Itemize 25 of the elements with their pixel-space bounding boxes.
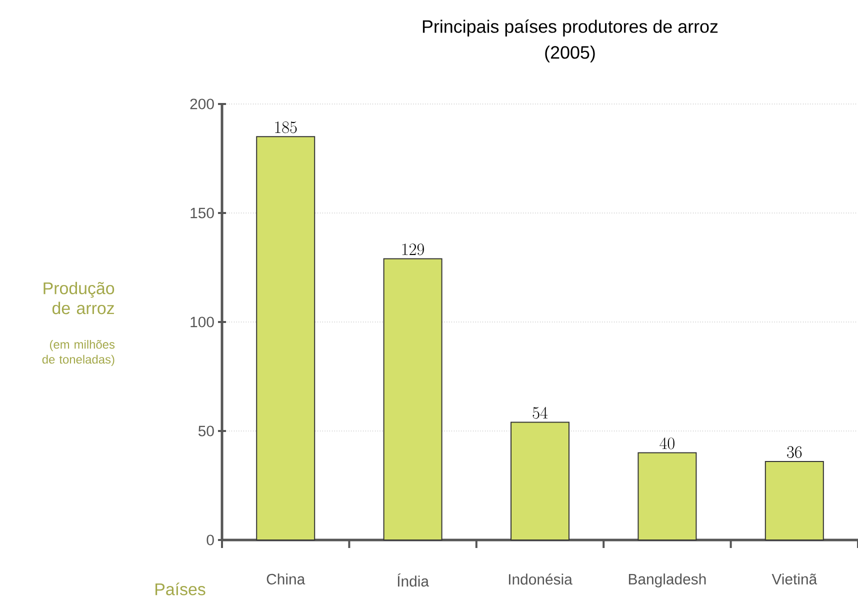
data-label: 129 bbox=[402, 244, 424, 256]
y-tick-label: 150 bbox=[190, 208, 214, 218]
bar bbox=[256, 136, 316, 540]
x-tick-label: Bangladesh bbox=[628, 574, 706, 588]
data-label: 185 bbox=[275, 121, 297, 134]
data-label: 36 bbox=[787, 446, 802, 458]
data-label: 54 bbox=[532, 406, 548, 419]
x-tick-label: Índia bbox=[398, 574, 430, 587]
x-axis-title: Países bbox=[156, 582, 206, 596]
bar bbox=[764, 461, 824, 540]
y-tick-label: 100 bbox=[190, 316, 214, 328]
bar bbox=[510, 422, 570, 540]
y-tick-label: 0 bbox=[206, 534, 214, 546]
chart-subtitle: (2005) bbox=[545, 46, 595, 62]
x-tick-label: China bbox=[266, 574, 306, 584]
chart-title: Principais países produtores de arroz bbox=[422, 20, 718, 36]
bar bbox=[638, 452, 697, 540]
y-tick-label: 50 bbox=[198, 426, 214, 436]
x-tick-label: Indonésia bbox=[508, 574, 572, 585]
data-label: 40 bbox=[660, 437, 674, 450]
y-tick-label: 200 bbox=[190, 98, 214, 110]
text: (em milhões de toneladas) bbox=[42, 340, 115, 366]
x-tick-label: Vietinã bbox=[772, 574, 818, 584]
y-axis-title: Produção de arroz bbox=[44, 282, 114, 314]
bar bbox=[383, 258, 442, 540]
